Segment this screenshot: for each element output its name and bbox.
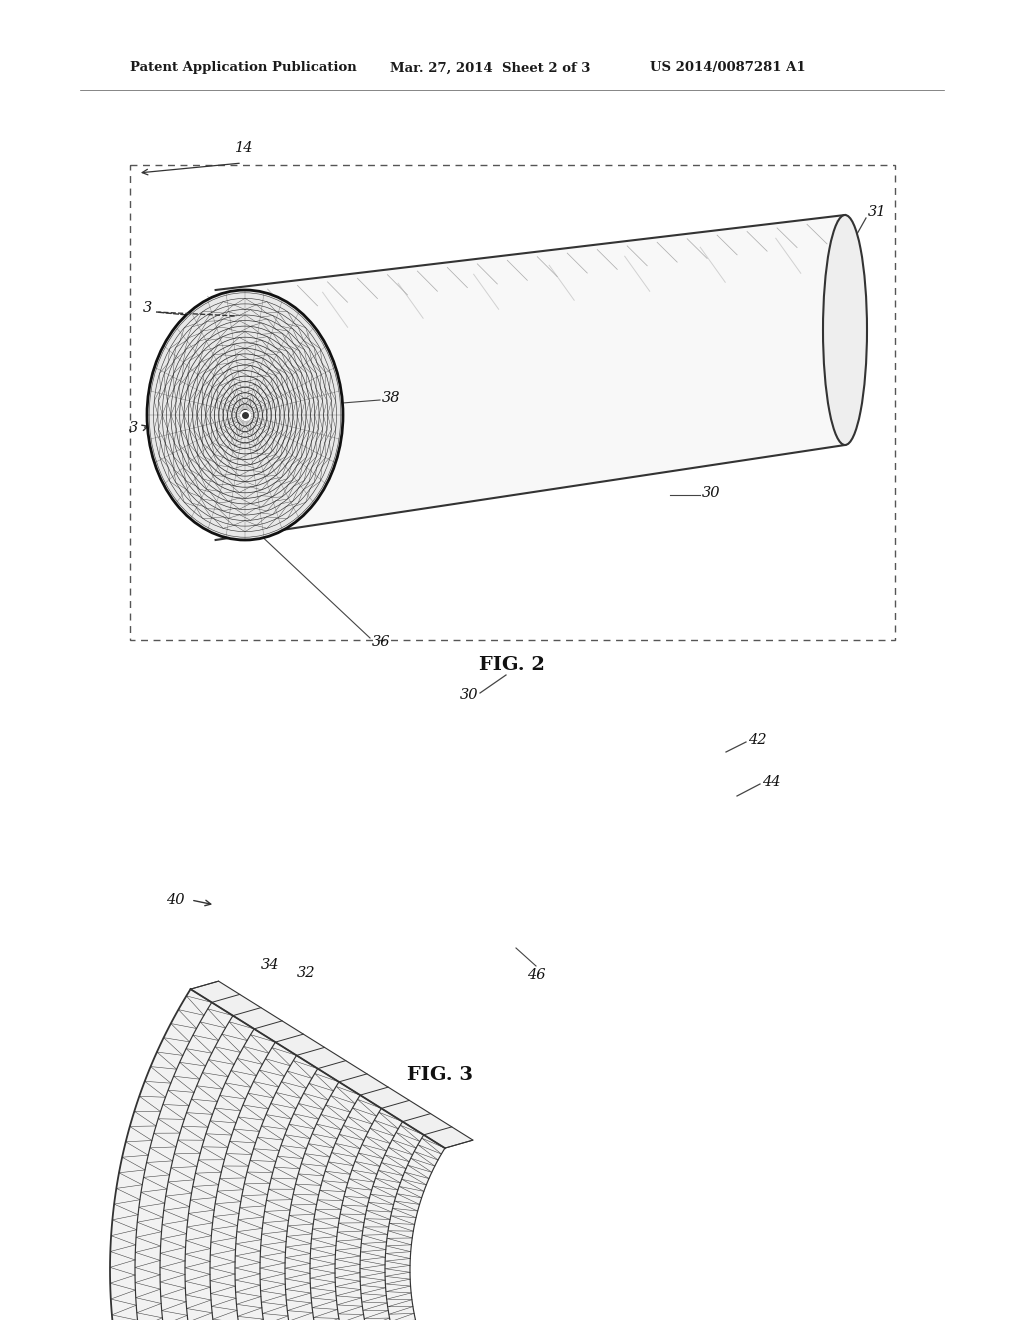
Polygon shape xyxy=(335,1109,402,1320)
Polygon shape xyxy=(285,1082,360,1320)
Polygon shape xyxy=(185,1028,275,1320)
Text: FIG. 3: FIG. 3 xyxy=(407,1067,473,1084)
Text: 46: 46 xyxy=(526,968,545,982)
Polygon shape xyxy=(234,1056,317,1320)
Text: 30: 30 xyxy=(460,688,478,702)
Polygon shape xyxy=(360,1122,424,1320)
Text: 42: 42 xyxy=(748,733,767,747)
Polygon shape xyxy=(385,1135,445,1320)
Bar xyxy=(130,165,895,640)
Text: 3: 3 xyxy=(142,301,152,315)
Text: 36: 36 xyxy=(372,635,390,649)
Text: FIG. 2: FIG. 2 xyxy=(479,656,545,675)
Ellipse shape xyxy=(147,290,343,540)
Polygon shape xyxy=(135,1002,232,1320)
Text: 14: 14 xyxy=(234,141,254,154)
Polygon shape xyxy=(160,1015,254,1320)
Text: 30: 30 xyxy=(702,486,721,500)
Text: Mar. 27, 2014  Sheet 2 of 3: Mar. 27, 2014 Sheet 2 of 3 xyxy=(390,62,591,74)
Text: 32: 32 xyxy=(297,966,315,979)
Polygon shape xyxy=(310,1096,381,1320)
Text: 40: 40 xyxy=(167,894,185,907)
Text: 44: 44 xyxy=(762,775,780,789)
Text: US 2014/0087281 A1: US 2014/0087281 A1 xyxy=(650,62,806,74)
Polygon shape xyxy=(110,989,212,1320)
Text: 38: 38 xyxy=(382,391,400,405)
Ellipse shape xyxy=(823,215,867,445)
Text: 34: 34 xyxy=(261,958,280,972)
Text: Patent Application Publication: Patent Application Publication xyxy=(130,62,356,74)
Polygon shape xyxy=(216,215,845,540)
Text: 3: 3 xyxy=(129,421,138,436)
Polygon shape xyxy=(190,981,473,1148)
Text: 31: 31 xyxy=(868,205,887,219)
Polygon shape xyxy=(260,1069,339,1320)
Polygon shape xyxy=(210,1041,297,1320)
